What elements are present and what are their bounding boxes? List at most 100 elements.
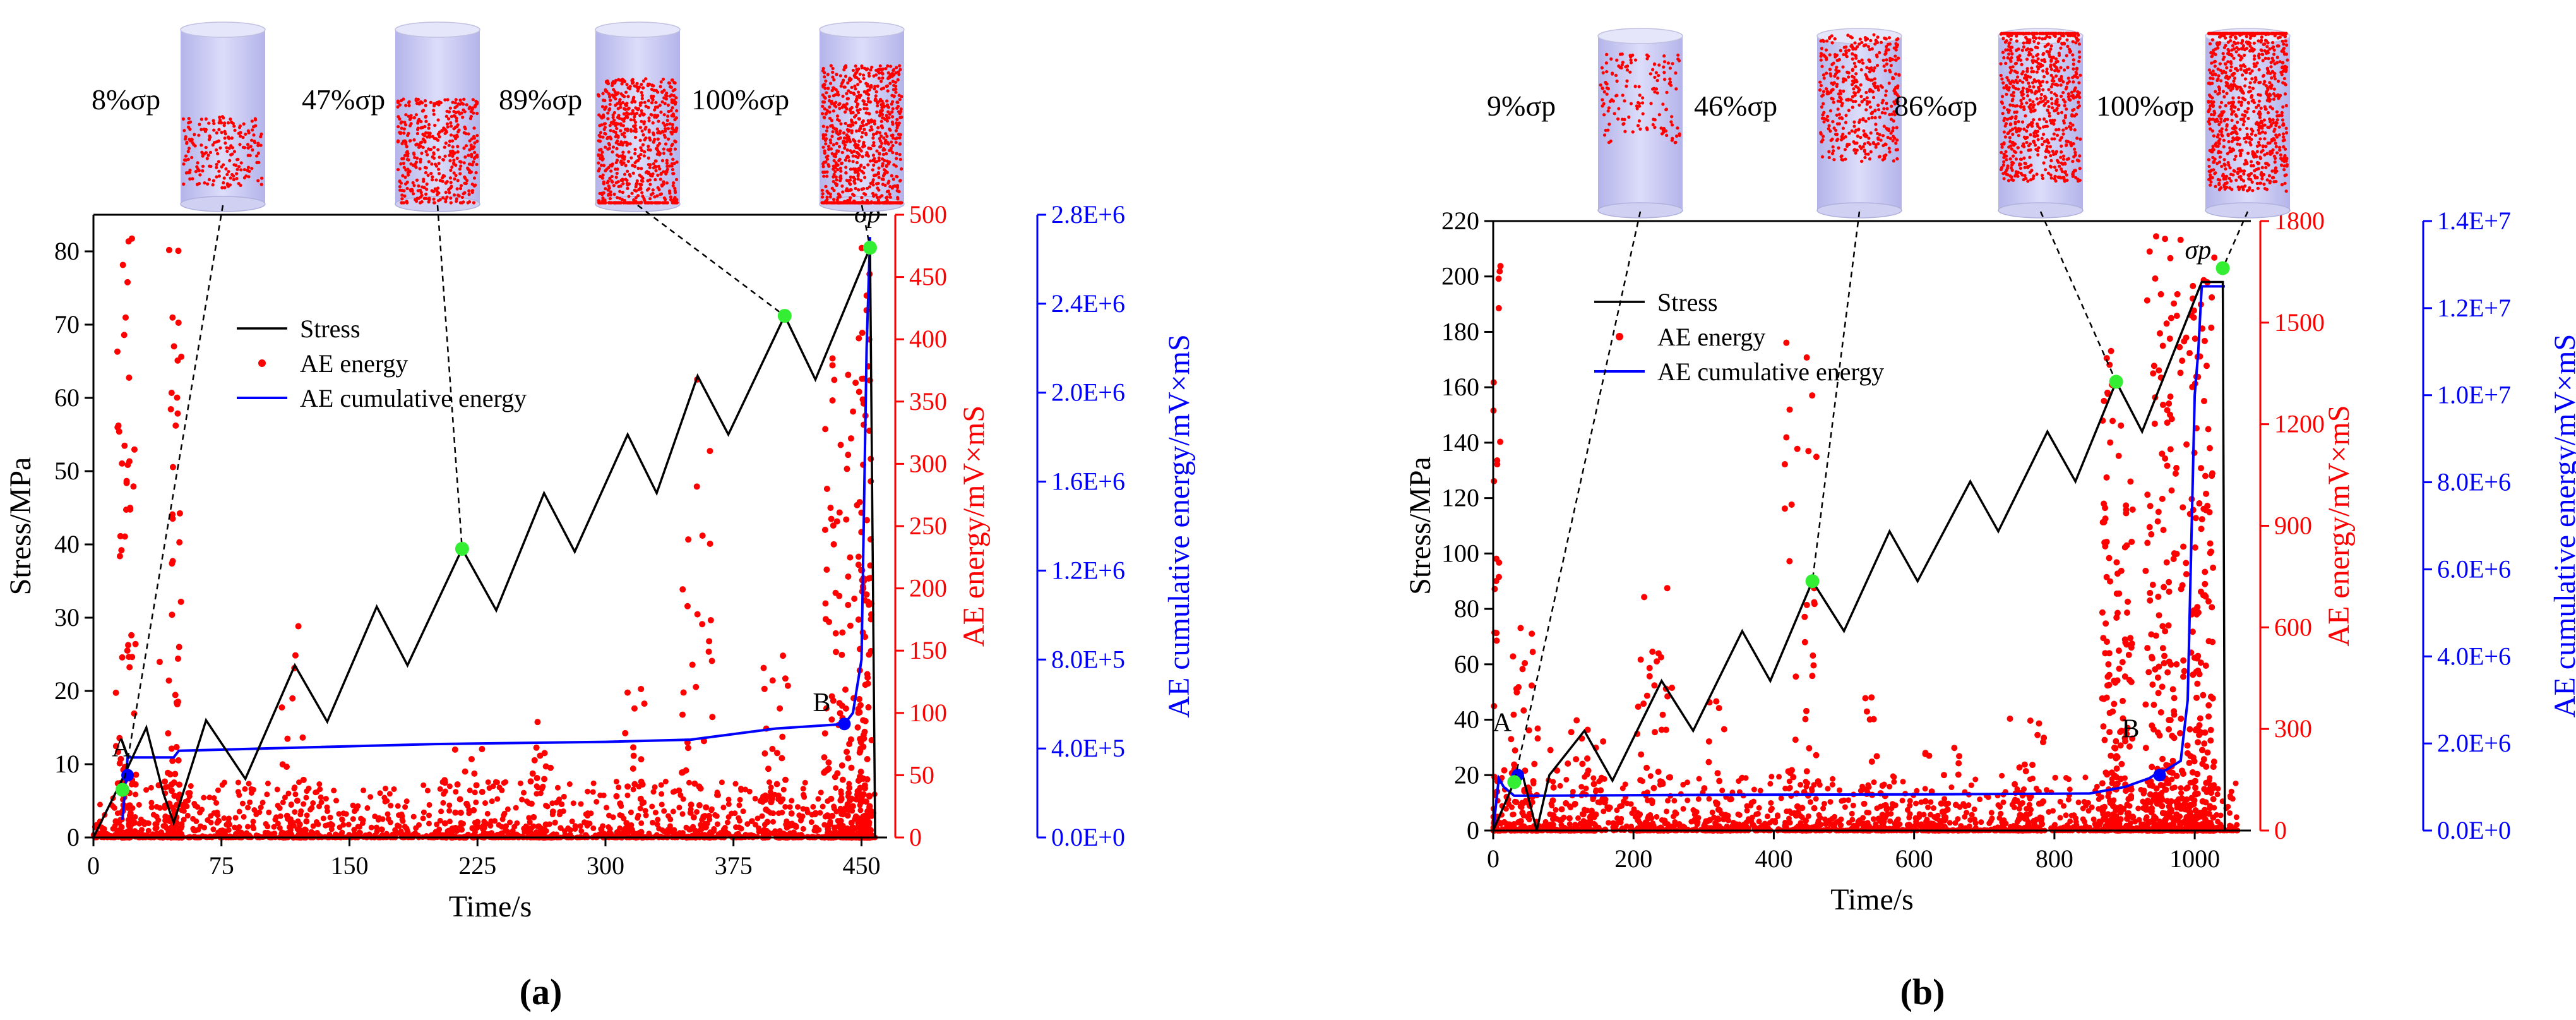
ae-event-dot (895, 189, 899, 193)
ae-energy-point (1805, 448, 1812, 455)
ae-event-dot (838, 74, 842, 78)
ae-event-dot (419, 119, 423, 124)
ae-energy-point (244, 830, 250, 836)
ae-event-dot (208, 134, 212, 138)
ae-event-dot (396, 105, 400, 109)
ae-event-dot (894, 90, 898, 94)
ae-energy-point (145, 827, 152, 834)
ae-energy-point (258, 804, 264, 810)
ae-event-dot (237, 165, 241, 169)
ae-event-dot (253, 140, 257, 145)
ae-energy-point (859, 375, 866, 382)
ae-energy-point (552, 820, 558, 826)
ae-event-dot (618, 98, 622, 102)
ae-event-dot (412, 151, 416, 155)
ae-cumulative-line (121, 237, 871, 820)
ae-energy-point (856, 749, 863, 756)
ae-energy-point (667, 823, 673, 829)
ae-event-dot (456, 179, 460, 183)
ae-event-dot (415, 156, 419, 160)
ae-event-dot (626, 142, 630, 146)
ae-energy-point (122, 314, 129, 321)
ae-event-dot (875, 110, 879, 114)
ae-energy-point (685, 536, 692, 543)
ae-energy-point (391, 786, 397, 792)
ae-event-dot (252, 133, 256, 137)
ae-event-dot (626, 159, 630, 164)
ae-energy-point (350, 816, 356, 822)
ae-event-dot (855, 68, 859, 71)
ae-event-dot (215, 165, 218, 169)
ae-event-dot (834, 105, 838, 109)
ae-energy-point (543, 802, 549, 808)
ae-event-dot (612, 192, 616, 196)
ae-event-dot (840, 161, 844, 165)
ae-event-dot (419, 195, 422, 199)
ae-energy-point (1638, 751, 1645, 758)
x-tick-label: 150 (330, 851, 368, 880)
ae-energy-point (1868, 694, 1875, 701)
ae-energy-point (235, 789, 241, 795)
ae-energy-point (770, 810, 777, 817)
ae-energy-point (132, 814, 138, 820)
ae-energy-point (865, 575, 872, 582)
ae-energy-point (517, 780, 523, 786)
ae-event-dot (638, 104, 642, 107)
ae-energy-point (318, 794, 324, 800)
ae-event-dot (862, 165, 866, 169)
ae-event-dot (212, 119, 215, 123)
ae-energy-point (835, 818, 841, 824)
ae-event-dot (891, 177, 895, 181)
panel-label: (a) (520, 971, 563, 1012)
ae-energy-point (253, 811, 259, 817)
ae-energy-point (549, 800, 556, 807)
ae-event-dot (848, 201, 852, 205)
ae-energy-point (862, 717, 869, 724)
ae-event-dot (864, 90, 868, 94)
ae-event-dot (443, 154, 447, 158)
ae-event-dot (462, 97, 466, 101)
ae-energy-point (699, 621, 706, 628)
ae-event-dot (636, 201, 640, 205)
ae-energy-point (426, 801, 432, 808)
ae-energy-point (793, 824, 799, 830)
ae-energy-point (494, 832, 501, 838)
ae-event-dot (222, 181, 225, 185)
ae-event-dot (398, 179, 402, 183)
ae-event-dot (246, 143, 250, 147)
ae-event-dot (444, 198, 448, 201)
ae-energy-point (1534, 735, 1541, 742)
ae-event-dot (652, 162, 656, 165)
ae-energy-point (386, 791, 393, 797)
ae-event-dot (607, 193, 611, 197)
ae-energy-point (451, 746, 458, 753)
ae-event-dot (215, 175, 218, 179)
ae-event-dot (875, 149, 879, 153)
ae-event-dot (825, 170, 829, 174)
ae-event-dot (617, 184, 621, 189)
ae-event-dot (467, 132, 470, 136)
ae-event-dot (202, 128, 206, 131)
ae-energy-point (492, 818, 498, 824)
ae-event-dot (852, 115, 857, 119)
y-tick-label: 20 (54, 676, 80, 705)
ae-energy-point (839, 776, 846, 783)
ae-event-dot (648, 183, 652, 186)
ae-energy-point (123, 477, 130, 484)
ae-event-dot (850, 85, 854, 89)
ae-energy-point (770, 819, 776, 825)
ae-event-dot (419, 157, 422, 161)
ae-event-dot (420, 200, 424, 204)
ae-energy-point (760, 664, 767, 671)
ae-event-dot (629, 128, 633, 132)
ae-event-dot (233, 128, 237, 132)
y-tick-label: 60 (54, 383, 80, 412)
ae-event-dot (647, 156, 650, 160)
ae-event-dot (639, 200, 643, 204)
ae-energy-point (168, 788, 175, 795)
ae-energy-point (131, 446, 138, 453)
ae-event-dot (821, 165, 825, 169)
ae-event-dot (898, 141, 902, 146)
ae-event-dot (200, 143, 203, 147)
ae-event-dot (622, 201, 626, 205)
